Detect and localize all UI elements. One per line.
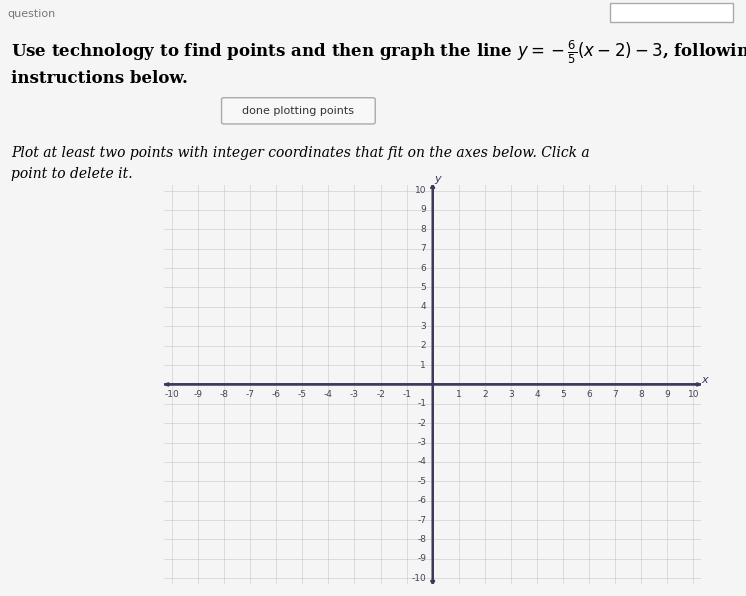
Text: -6: -6 xyxy=(417,496,426,505)
Text: -7: -7 xyxy=(417,516,426,524)
Text: 4: 4 xyxy=(534,390,540,399)
Text: -2: -2 xyxy=(376,390,385,399)
Text: 6: 6 xyxy=(586,390,592,399)
Text: -1: -1 xyxy=(402,390,411,399)
Text: -9: -9 xyxy=(193,390,202,399)
Text: 10: 10 xyxy=(415,186,426,195)
Text: -4: -4 xyxy=(324,390,333,399)
Text: 9: 9 xyxy=(421,206,426,215)
Text: 7: 7 xyxy=(421,244,426,253)
Text: Plot at least two points with integer coordinates that fit on the axes below. Cl: Plot at least two points with integer co… xyxy=(11,146,590,160)
Text: x: x xyxy=(702,374,709,384)
Text: 4: 4 xyxy=(421,302,426,311)
Text: 6: 6 xyxy=(421,263,426,272)
Text: -5: -5 xyxy=(298,390,307,399)
Text: -3: -3 xyxy=(350,390,359,399)
Text: 8: 8 xyxy=(421,225,426,234)
Text: 2: 2 xyxy=(482,390,488,399)
Text: done plotting points: done plotting points xyxy=(242,106,354,116)
Text: -7: -7 xyxy=(245,390,254,399)
Text: -8: -8 xyxy=(417,535,426,544)
Text: -6: -6 xyxy=(272,390,280,399)
Text: -2: -2 xyxy=(417,418,426,428)
FancyBboxPatch shape xyxy=(222,98,375,124)
Text: -10: -10 xyxy=(165,390,179,399)
Text: -10: -10 xyxy=(411,574,426,583)
Text: 1: 1 xyxy=(456,390,462,399)
FancyArrow shape xyxy=(164,383,701,386)
Text: 7: 7 xyxy=(612,390,618,399)
Text: 2: 2 xyxy=(421,341,426,350)
Text: -4: -4 xyxy=(417,458,426,467)
Text: 3: 3 xyxy=(508,390,514,399)
Text: 3: 3 xyxy=(421,322,426,331)
Text: 9: 9 xyxy=(665,390,670,399)
Text: 10: 10 xyxy=(688,390,699,399)
Text: -9: -9 xyxy=(417,554,426,563)
Text: 5: 5 xyxy=(560,390,566,399)
Text: question: question xyxy=(7,9,56,19)
Text: y: y xyxy=(435,175,441,184)
FancyBboxPatch shape xyxy=(610,3,733,22)
Text: instructions below.: instructions below. xyxy=(11,70,188,88)
Text: -3: -3 xyxy=(417,438,426,447)
FancyArrow shape xyxy=(430,185,435,584)
Text: Use technology to find points and then graph the line $y = -\frac{6}{5}(x - 2) -: Use technology to find points and then g… xyxy=(11,39,746,66)
Text: point to delete it.: point to delete it. xyxy=(11,167,133,181)
Text: -1: -1 xyxy=(417,399,426,408)
Text: 5: 5 xyxy=(421,283,426,292)
Text: -5: -5 xyxy=(417,477,426,486)
Text: -8: -8 xyxy=(219,390,228,399)
FancyArrow shape xyxy=(164,383,701,386)
Text: 8: 8 xyxy=(639,390,644,399)
Text: 1: 1 xyxy=(421,361,426,370)
FancyArrow shape xyxy=(430,185,435,584)
